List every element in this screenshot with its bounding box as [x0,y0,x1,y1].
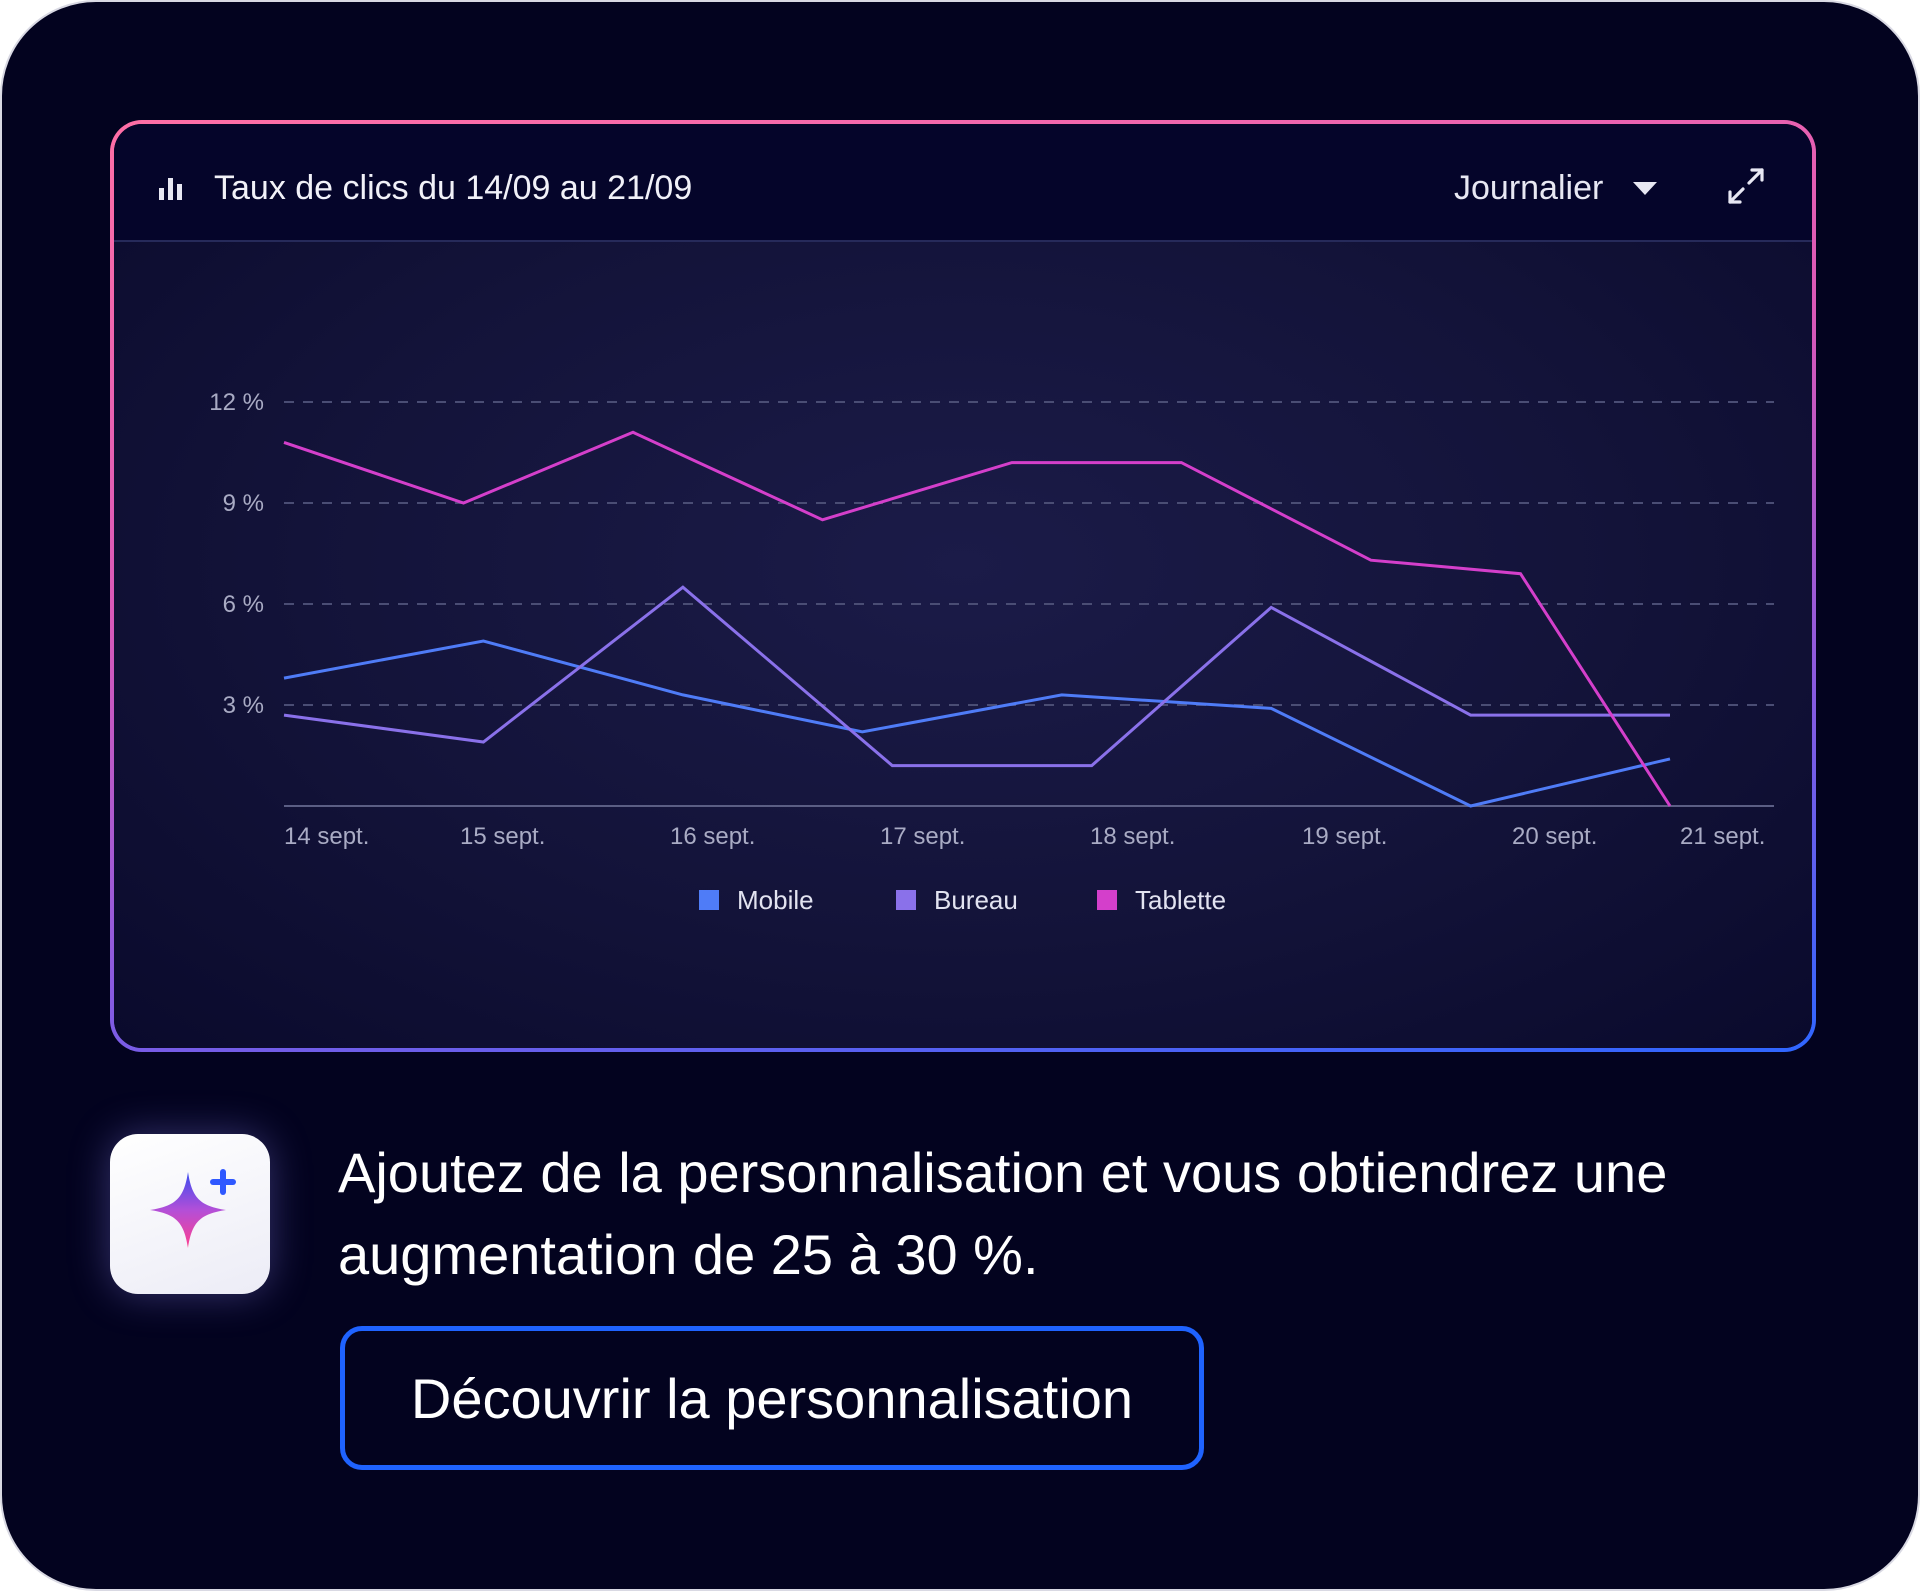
x-tick-label: 16 sept. [670,823,755,850]
period-dropdown-value: Journalier [1454,168,1604,207]
y-tick-label: 9 % [223,490,264,517]
y-tick-label: 12 % [209,389,264,416]
chart-body [114,242,1812,1048]
x-tick-label: 19 sept. [1302,823,1387,850]
x-axis-ticks: 14 sept. 15 sept. 16 sept. 17 sept. 18 sept.… [284,823,1765,850]
expand-icon[interactable] [1726,166,1766,206]
series-line-tablette [283,430,1672,807]
legend-label-bureau: Bureau [934,885,1018,915]
y-tick-label: 6 % [223,591,264,618]
x-tick-label: 15 sept. [460,823,545,850]
y-axis-ticks: 3 % 6 % 9 % 12 % [209,389,264,719]
chart-card-inner: Taux de clics du 14/09 au 21/09 Journali… [114,124,1812,1048]
personalization-tile [110,1134,270,1294]
legend-swatch-mobile [699,890,719,910]
chevron-down-icon [1633,181,1658,195]
x-tick-label: 21 sept. [1680,823,1765,850]
chart-legend: Mobile Bureau Tablette [699,885,1226,915]
line-chart: 3 % 6 % 9 % 12 % 14 sept. 15 sept. 16 sept. 17… [209,389,1774,915]
chart-title: Taux de clics du 14/09 au 21/09 [214,169,693,207]
sparkle-icon [150,1169,236,1248]
legend-label-mobile: Mobile [737,885,814,915]
x-tick-label: 17 sept. [880,823,965,850]
series-line-bureau [283,585,1670,768]
x-tick-label: 14 sept. [284,823,369,850]
legend-swatch-tablette [1097,890,1117,910]
legend-label-tablette: Tablette [1135,885,1226,915]
chart-card: Taux de clics du 14/09 au 21/09 Journali… [110,120,1816,1052]
series-line-mobile [283,639,1671,808]
chart-series [283,430,1672,808]
x-tick-label: 20 sept. [1512,823,1597,850]
x-tick-label: 18 sept. [1090,823,1175,850]
y-tick-label: 3 % [223,692,264,719]
discover-personalization-button[interactable]: Découvrir la personnalisation [340,1326,1204,1470]
chart-header: Taux de clics du 14/09 au 21/09 Journali… [114,124,1812,242]
legend-swatch-bureau [896,890,916,910]
promo-message: Ajoutez de la personnalisation et vous o… [338,1141,1668,1286]
bar-chart-icon [159,178,182,200]
period-dropdown[interactable]: Journalier [1454,160,1658,216]
